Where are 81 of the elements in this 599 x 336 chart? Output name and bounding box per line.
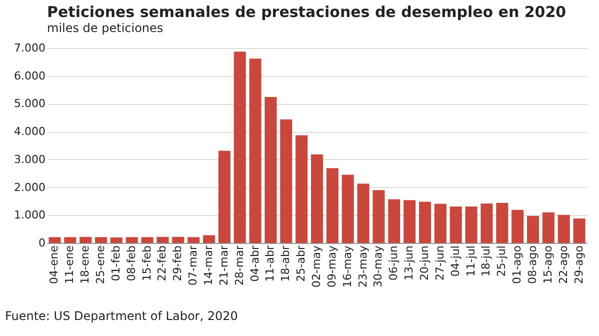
x-tick-label: 18-jul <box>480 246 493 277</box>
bar <box>280 119 292 243</box>
bar <box>310 154 324 243</box>
bar <box>110 237 122 243</box>
x-tick-label: 22-feb <box>156 245 169 282</box>
x-tick-label: 18-abr <box>279 245 292 282</box>
y-tick-label: 3.000 <box>14 152 46 166</box>
y-axis-title: miles de peticiones <box>47 21 164 35</box>
source-note: Fuente: US Department of Labor, 2020 <box>5 309 238 323</box>
x-tick-label: 20-jun <box>418 245 431 280</box>
bar <box>372 190 385 243</box>
x-tick-label: 15-ago <box>541 245 554 284</box>
bar <box>480 203 493 243</box>
x-tick-label: 11-abr <box>264 245 277 282</box>
bar <box>573 218 586 243</box>
bar <box>465 206 478 243</box>
x-tick-label: 08-ago <box>526 245 539 284</box>
y-tick-label: 7.000 <box>14 42 46 54</box>
chart-title: Peticiones semanales de prestaciones de desempleo en 2020 <box>47 3 566 21</box>
bar <box>141 237 154 243</box>
x-tick-label: 25-abr <box>294 245 308 282</box>
x-tick-label: 09-may <box>325 245 338 288</box>
bar <box>404 200 416 243</box>
x-tick-label: 04-jul <box>448 246 462 277</box>
bar <box>264 97 277 243</box>
bar <box>156 236 169 243</box>
bar <box>94 237 108 243</box>
bar <box>512 210 524 243</box>
x-tick-label: 29-feb <box>171 245 184 282</box>
bar <box>218 150 230 243</box>
x-tick-label: 27-jun <box>433 245 446 280</box>
x-tick-label: 16-may <box>340 245 354 288</box>
bar <box>418 202 432 243</box>
x-tick-label: 13-jun <box>402 245 416 280</box>
x-tick-label: 06-jun <box>387 245 400 280</box>
y-tick-label: 4.000 <box>14 125 46 138</box>
bar <box>526 216 540 243</box>
bar <box>542 212 554 243</box>
x-tick-label: 29-ago <box>572 245 586 284</box>
bar <box>496 202 508 243</box>
y-tick-label: 5.000 <box>14 97 46 110</box>
bar <box>388 199 400 243</box>
x-tick-label: 21-mar <box>217 245 230 286</box>
y-tick-label: 2.000 <box>14 180 46 194</box>
x-tick-label: 01-ago <box>510 245 524 284</box>
bar <box>558 214 570 243</box>
bar <box>357 184 370 243</box>
y-tick-label: 0 <box>38 236 46 250</box>
x-tick-label: 30-may <box>372 245 385 288</box>
bar <box>249 58 262 243</box>
x-tick-label: 07-mar <box>186 245 200 286</box>
x-tick-label: 22-ago <box>556 245 570 284</box>
bar <box>450 206 462 243</box>
y-tick-label: 6.000 <box>14 69 46 82</box>
bar <box>326 168 338 243</box>
bar <box>172 236 184 243</box>
x-tick-label: 23-may <box>356 245 370 288</box>
x-tick-label: 11-ene <box>63 245 76 284</box>
bar <box>126 237 138 243</box>
x-tick-label: 15-feb <box>140 245 154 282</box>
x-tick-label: 04-abr <box>248 245 262 282</box>
bar <box>296 135 308 243</box>
bar <box>64 237 76 243</box>
bar <box>234 52 246 243</box>
bar <box>434 204 446 243</box>
x-tick-label: 04-ene <box>48 245 61 284</box>
x-tick-label: 28-mar <box>232 245 246 286</box>
x-tick-label: 14-mar <box>202 245 215 286</box>
x-tick-label: 18-ene <box>78 245 92 284</box>
x-tick-label: 25-jul <box>495 246 508 277</box>
bar <box>202 235 216 243</box>
bar <box>80 236 92 243</box>
x-tick-label: 25-ene <box>94 245 107 284</box>
bar <box>188 237 200 243</box>
bar <box>48 237 61 243</box>
bar <box>342 174 354 243</box>
x-tick-label: 11-jul <box>464 246 478 277</box>
x-tick-label: 02-may <box>310 245 323 288</box>
y-tick-label: 1.000 <box>14 208 46 222</box>
x-tick-label: 08-feb <box>124 245 138 282</box>
x-tick-label: 01-feb <box>109 245 122 282</box>
